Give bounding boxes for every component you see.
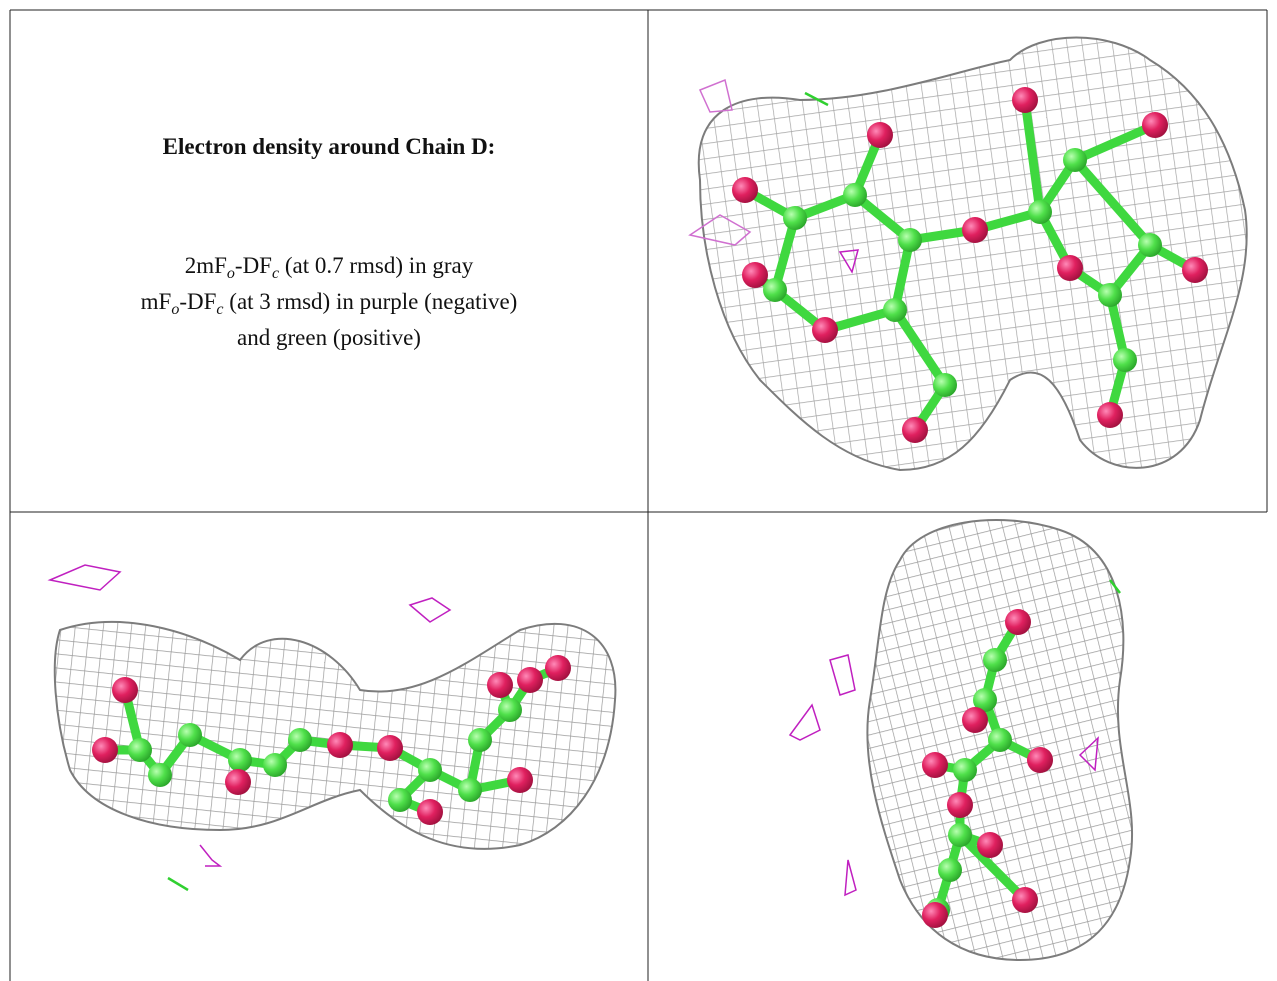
carbon-atom: [1098, 283, 1122, 307]
carbon-atom: [953, 758, 977, 782]
oxygen-atom: [1057, 255, 1083, 281]
carbon-atom: [1113, 348, 1137, 372]
oxygen-atom: [962, 217, 988, 243]
oxygen-atom: [732, 177, 758, 203]
oxygen-atom: [1182, 257, 1208, 283]
carbon-atom: [388, 788, 412, 812]
difference-density: [688, 214, 752, 246]
carbon-atom: [883, 298, 907, 322]
difference-density: [199, 844, 223, 867]
oxygen-atom: [1097, 402, 1123, 428]
oxygen-atom: [867, 122, 893, 148]
carbon-atom: [948, 823, 972, 847]
carbon-atom: [933, 373, 957, 397]
difference-density: [1109, 579, 1121, 594]
description-line: and green (positive): [10, 320, 648, 356]
carbon-atom: [458, 778, 482, 802]
carbon-atom: [418, 758, 442, 782]
oxygen-atom: [507, 767, 533, 793]
carbon-atom: [1028, 200, 1052, 224]
oxygen-atom: [417, 799, 443, 825]
oxygen-atom: [1012, 87, 1038, 113]
oxygen-atom: [112, 677, 138, 703]
text-run: -DF: [179, 289, 217, 314]
subscript: o: [171, 301, 180, 318]
oxygen-atom: [922, 752, 948, 778]
text-cell: Electron density around Chain D: 2mFo-DF…: [10, 10, 648, 512]
oxygen-atom: [962, 707, 988, 733]
text-run: -DF: [234, 253, 272, 278]
bond: [1020, 95, 1045, 217]
oxygen-atom: [487, 672, 513, 698]
carbon-atom: [973, 688, 997, 712]
oxygen-atom: [1142, 112, 1168, 138]
text-run: (at 0.7 rmsd) in gray: [279, 253, 474, 278]
description-line: 2mFo-DFc (at 0.7 rmsd) in gray: [10, 248, 648, 284]
bond: [1070, 155, 1155, 250]
difference-density: [838, 249, 860, 274]
subscript: c: [271, 265, 280, 282]
oxygen-atom: [545, 655, 571, 681]
carbon-atom: [128, 738, 152, 762]
carbon-atom: [988, 728, 1012, 752]
bond: [955, 830, 1030, 905]
carbon-atom: [498, 698, 522, 722]
text-run: and green (positive): [237, 325, 421, 350]
carbon-atom: [1063, 148, 1087, 172]
text-run: 2mF: [184, 253, 227, 278]
difference-density: [829, 654, 856, 696]
carbon-atom: [468, 728, 492, 752]
carbon-atom: [983, 648, 1007, 672]
oxygen-atom: [922, 902, 948, 928]
subscript: o: [226, 265, 235, 282]
carbon-atom: [288, 728, 312, 752]
carbon-atom: [843, 183, 867, 207]
oxygen-atom: [742, 262, 768, 288]
description: 2mFo-DFc (at 0.7 rmsd) in gray mFo-DFc (a…: [10, 248, 648, 356]
oxygen-atom: [517, 667, 543, 693]
difference-density: [408, 597, 452, 623]
carbon-atom: [1138, 233, 1162, 257]
oxygen-atom: [327, 732, 353, 758]
oxygen-atom: [1005, 609, 1031, 635]
text-run: (at 3 rmsd) in purple (negative): [223, 289, 518, 314]
oxygen-atom: [377, 735, 403, 761]
description-line: mFo-DFc (at 3 rmsd) in purple (negative): [10, 284, 648, 320]
carbon-atom: [898, 228, 922, 252]
carbon-atom: [783, 206, 807, 230]
carbon-atom: [228, 748, 252, 772]
difference-density: [804, 91, 829, 107]
oxygen-atom: [1012, 887, 1038, 913]
oxygen-atom: [1027, 747, 1053, 773]
carbon-atom: [148, 763, 172, 787]
difference-density: [1078, 736, 1099, 772]
carbon-atom: [763, 278, 787, 302]
difference-density: [698, 78, 733, 113]
subscript: c: [216, 301, 224, 318]
difference-density: [788, 703, 821, 741]
oxygen-atom: [947, 792, 973, 818]
bond: [890, 305, 950, 390]
oxygen-atom: [225, 769, 251, 795]
carbon-atom: [938, 858, 962, 882]
carbon-atom: [263, 753, 287, 777]
bond: [770, 213, 800, 295]
oxygen-atom: [977, 832, 1003, 858]
difference-density: [167, 876, 189, 892]
cell-title: Electron density around Chain D:: [162, 134, 496, 159]
bond: [1070, 120, 1160, 165]
oxygen-atom: [92, 737, 118, 763]
difference-density: [47, 564, 122, 591]
carbon-atom: [178, 723, 202, 747]
oxygen-atom: [902, 417, 928, 443]
text-run: mF: [140, 289, 172, 314]
oxygen-atom: [812, 317, 838, 343]
difference-density: [844, 859, 857, 897]
